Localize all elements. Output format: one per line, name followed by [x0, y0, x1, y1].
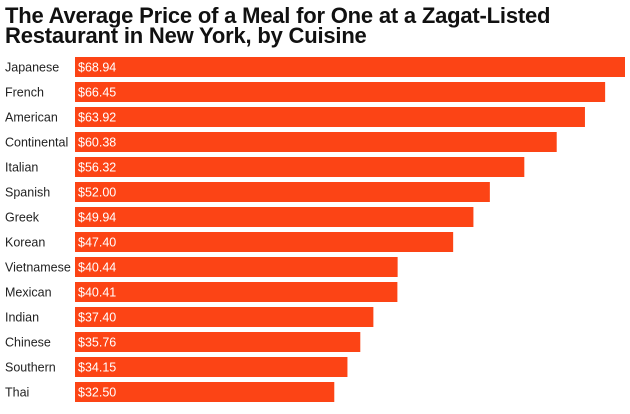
category-label: Mexican: [5, 286, 52, 300]
bar-group-spanish: Spanish $52.00: [5, 182, 490, 202]
bar-french: [75, 82, 606, 102]
bar-mexican: [75, 282, 398, 302]
bar-group-american: American $63.92: [5, 107, 585, 127]
value-label: $40.41: [78, 286, 116, 300]
bar-group-french: French $66.45: [5, 82, 606, 102]
bar-group-mexican: Mexican $40.41: [5, 282, 398, 302]
value-label: $34.15: [78, 361, 116, 375]
value-label: $40.44: [78, 261, 116, 275]
bar-group-korean: Korean $47.40: [5, 232, 454, 252]
value-label: $66.45: [78, 86, 116, 100]
category-label: Continental: [5, 136, 68, 150]
category-label: Thai: [5, 386, 29, 400]
bar-group-chinese: Chinese $35.76: [5, 332, 361, 352]
bar-group-thai: Thai $32.50: [5, 382, 335, 402]
category-label: Japanese: [5, 61, 59, 75]
bar-italian: [75, 157, 525, 177]
category-label: Italian: [5, 161, 38, 175]
category-label: Greek: [5, 211, 40, 225]
bar-vietnamese: [75, 257, 398, 277]
value-label: $35.76: [78, 336, 116, 350]
value-label: $49.94: [78, 211, 116, 225]
category-label: Chinese: [5, 336, 51, 350]
bar-continental: [75, 132, 557, 152]
value-label: $37.40: [78, 311, 116, 325]
bar-group-southern: Southern $34.15: [5, 357, 348, 377]
chart-title-line-2: Restaurant in New York, by Cuisine: [5, 23, 367, 48]
category-label: Spanish: [5, 186, 50, 200]
category-label: Indian: [5, 311, 39, 325]
bar-group-italian: Italian $56.32: [5, 157, 525, 177]
value-label: $56.32: [78, 161, 116, 175]
category-label: French: [5, 86, 44, 100]
bar-korean: [75, 232, 454, 252]
bar-group-indian: Indian $37.40: [5, 307, 374, 327]
bar-thai: [75, 382, 335, 402]
chart-title-line-1: The Average Price of a Meal for One at a…: [5, 3, 551, 28]
bar-japanese: [75, 57, 625, 77]
bar-chinese: [75, 332, 361, 352]
value-label: $60.38: [78, 136, 116, 150]
bar-group-vietnamese: Vietnamese $40.44: [5, 257, 398, 277]
bar-greek: [75, 207, 474, 227]
category-label: Korean: [5, 236, 45, 250]
bar-indian: [75, 307, 374, 327]
value-label: $63.92: [78, 111, 116, 125]
value-label: $68.94: [78, 61, 116, 75]
category-label: American: [5, 111, 58, 125]
chart-title: The Average Price of a Meal for One at a…: [5, 3, 620, 48]
value-label: $47.40: [78, 236, 116, 250]
bar-group-greek: Greek $49.94: [5, 207, 474, 227]
bar-group-japanese: Japanese $68.94: [5, 57, 625, 77]
bar-spanish: [75, 182, 490, 202]
category-label: Vietnamese: [5, 261, 71, 275]
bar-american: [75, 107, 585, 127]
value-label: $52.00: [78, 186, 116, 200]
bar-southern: [75, 357, 348, 377]
value-label: $32.50: [78, 386, 116, 400]
category-label: Southern: [5, 361, 56, 375]
bar-group-continental: Continental $60.38: [5, 132, 557, 152]
